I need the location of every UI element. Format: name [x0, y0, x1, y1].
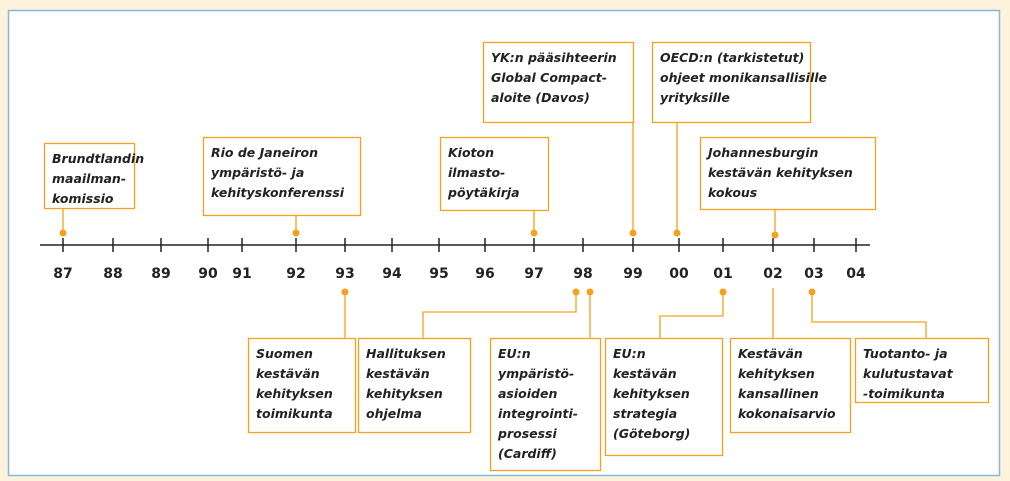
- event-box: [854, 337, 990, 404]
- event-text: YK:n pääsihteerin: [491, 50, 617, 65]
- event-dot: [572, 288, 580, 296]
- event-text: strategia: [613, 406, 677, 421]
- connector: [811, 292, 927, 338]
- year-label: 00: [669, 266, 689, 282]
- year-label: 01: [713, 266, 732, 282]
- connector: [422, 292, 577, 338]
- year-label: 93: [335, 266, 354, 282]
- year-label: 87: [53, 266, 72, 282]
- event-text: Tuotanto- ja: [863, 346, 948, 361]
- event-dot: [530, 229, 538, 237]
- event-text: kansallinen: [738, 386, 819, 401]
- year-label: 89: [151, 266, 170, 282]
- year-label: 92: [286, 266, 305, 282]
- event-text: ympäristö-: [498, 366, 574, 381]
- year-label: 02: [763, 266, 782, 282]
- event-box: [651, 41, 812, 124]
- event-dot: [771, 231, 779, 239]
- event-dot: [292, 229, 300, 237]
- event-dot: [586, 288, 594, 296]
- event-text: ohjelma: [366, 406, 422, 421]
- year-label: 90: [198, 266, 218, 282]
- event-box: [357, 337, 472, 434]
- event-box: [604, 337, 724, 457]
- event-text: toimikunta: [256, 406, 333, 421]
- event-text: kehityksen: [366, 386, 443, 401]
- year-label: 99: [623, 266, 642, 282]
- event-text: Hallituksen: [366, 346, 446, 361]
- event-text: integrointi-: [498, 406, 578, 421]
- connector: [659, 292, 724, 338]
- event-box: [482, 41, 635, 124]
- event-text: kokous: [708, 185, 757, 200]
- year-label: 98: [573, 266, 592, 282]
- event-text: kehityksen: [738, 366, 815, 381]
- event-text: kehityskonferenssi: [211, 185, 345, 200]
- event-text: Suomen: [256, 346, 313, 361]
- event-text: Global Compact-: [491, 70, 607, 85]
- event-box: [489, 337, 602, 472]
- event-text: Kestävän: [738, 346, 803, 361]
- event-text: Brundtlandin: [52, 151, 144, 166]
- event-text: EU:n: [613, 346, 646, 361]
- event-text: kestävän: [366, 366, 430, 381]
- event-dot: [629, 229, 637, 237]
- event-box: [729, 337, 852, 434]
- event-dot: [59, 229, 67, 237]
- event-text: maailman-: [52, 171, 126, 186]
- event-text: Kioton: [448, 145, 494, 160]
- year-label: 96: [475, 266, 494, 282]
- event-text: EU:n: [498, 346, 531, 361]
- event-text: (Göteborg): [613, 426, 690, 441]
- year-label: 95: [429, 266, 448, 282]
- event-text: ilmasto-: [448, 165, 505, 180]
- event-text: aloite (Davos): [491, 90, 590, 105]
- event-text: kulutustavat: [863, 366, 954, 381]
- event-text: ohjeet monikansallisille: [660, 70, 827, 85]
- year-label: 94: [382, 266, 402, 282]
- event-box: [202, 136, 362, 217]
- event-text: -toimikunta: [863, 386, 945, 401]
- event-text: pöytäkirja: [447, 185, 520, 200]
- event-text: kokonaisarvio: [738, 406, 836, 421]
- event-box: [699, 136, 877, 211]
- event-text: OECD:n (tarkistetut): [660, 50, 804, 65]
- event-text: ympäristö- ja: [211, 165, 304, 180]
- event-box: [439, 136, 550, 212]
- year-label: 03: [804, 266, 823, 282]
- year-label: 91: [232, 266, 251, 282]
- event-text: komissio: [52, 191, 114, 206]
- event-text: Rio de Janeiron: [211, 145, 318, 160]
- event-text: Johannesburgin: [705, 145, 819, 160]
- event-text: kehityksen: [256, 386, 333, 401]
- event-text: (Cardiff): [498, 446, 557, 461]
- event-dot: [341, 288, 349, 296]
- event-box: [247, 337, 357, 434]
- year-label: 97: [524, 266, 543, 282]
- event-text: asioiden: [498, 386, 557, 401]
- event-text: kestävän: [613, 366, 677, 381]
- event-text: yrityksille: [660, 90, 730, 105]
- year-label: 88: [103, 266, 122, 282]
- event-box: [43, 142, 136, 210]
- year-label: 04: [846, 266, 866, 282]
- event-text: kestävän kehityksen: [708, 165, 853, 180]
- event-text: kehityksen: [613, 386, 690, 401]
- event-dot: [719, 288, 727, 296]
- event-dot: [808, 288, 816, 296]
- event-dot: [673, 229, 681, 237]
- event-text: kestävän: [256, 366, 320, 381]
- event-text: prosessi: [497, 426, 557, 441]
